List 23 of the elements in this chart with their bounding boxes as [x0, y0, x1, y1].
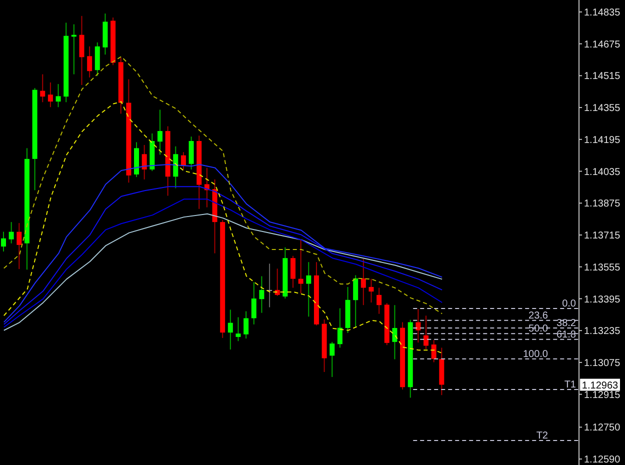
annotation: 1.12963: [582, 380, 619, 392]
y-tick-label: 1.13235: [584, 326, 621, 338]
y-tick-label: 1.14195: [584, 134, 621, 146]
annotation: 0.0: [562, 298, 576, 310]
y-tick-label: 1.13715: [584, 230, 621, 242]
y-tick-label: 1.13875: [584, 198, 621, 210]
y-tick-label: 1.12750: [584, 422, 621, 434]
y-tick-label: 1.12915: [584, 390, 621, 401]
y-tick-label: 1.12590: [584, 454, 621, 465]
annotation: 61.8: [556, 329, 576, 340]
y-tick-label: 1.13395: [584, 294, 621, 306]
annotation: 23.6: [528, 310, 548, 322]
y-tick-label: 1.14675: [584, 39, 621, 50]
annotation: T1: [564, 380, 576, 391]
annotation: T2: [536, 430, 548, 442]
y-tick-label: 1.13075: [584, 358, 621, 369]
annotation: 100.0: [522, 348, 548, 360]
y-tick-label: 1.14035: [584, 166, 621, 178]
y-tick-label: 1.14835: [584, 8, 621, 18]
y-tick-label: 1.14355: [584, 103, 621, 114]
annotation: 38.2: [556, 318, 576, 329]
y-tick-label: 1.14515: [584, 71, 621, 82]
y-tick-label: 1.13555: [584, 262, 621, 274]
